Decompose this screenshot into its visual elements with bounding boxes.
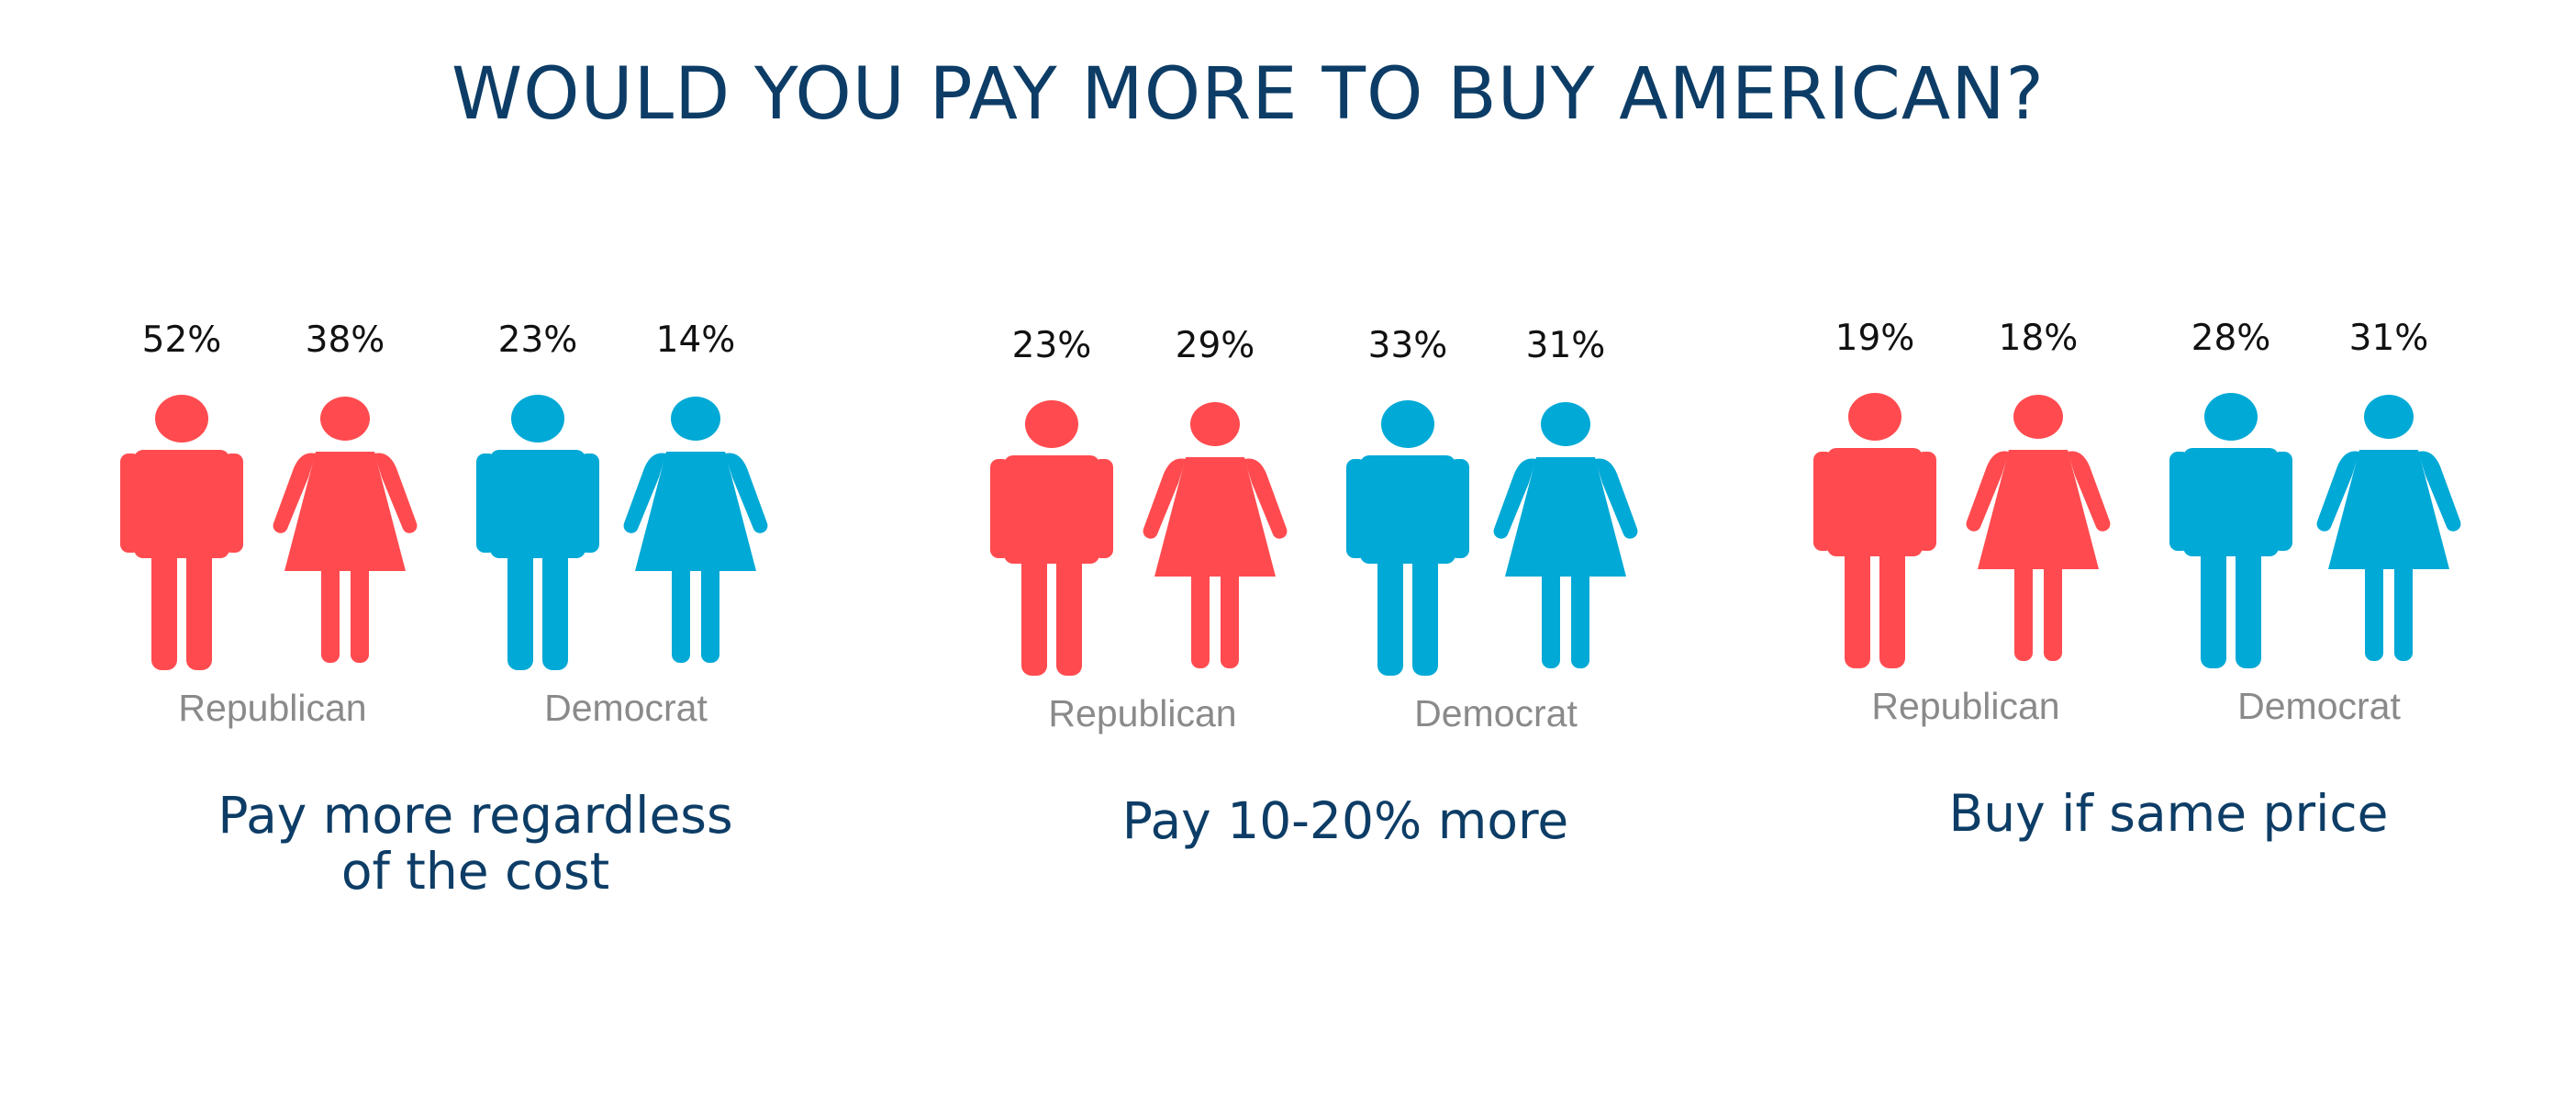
value-label: 18% — [1998, 318, 2079, 359]
woman-icon — [623, 397, 768, 663]
party-label-democrat: Democrat — [1414, 692, 1578, 734]
caption-line: Pay 10-20% more — [1121, 791, 1569, 850]
man-icon — [1346, 400, 1469, 676]
value-label: 23% — [1011, 325, 1092, 366]
value-label: 33% — [1367, 325, 1448, 366]
man-icon — [990, 400, 1113, 676]
man-icon — [2169, 393, 2292, 668]
chart-title: WOULD YOU PAY MORE TO BUY AMERICAN? — [452, 53, 2045, 136]
value-label: 28% — [2191, 318, 2271, 359]
caption-line: Buy if same price — [1948, 784, 2389, 843]
party-label-democrat: Democrat — [544, 687, 708, 729]
party-label-republican: Republican — [1871, 685, 2060, 727]
party-label-democrat: Democrat — [2237, 685, 2401, 727]
value-label: 31% — [1525, 325, 1606, 366]
value-label: 14% — [655, 319, 736, 361]
woman-icon — [1966, 395, 2111, 661]
woman-icon — [1143, 402, 1288, 668]
man-icon — [120, 395, 243, 670]
group-caption: Pay more regardless of the cost — [145, 788, 806, 900]
man-icon — [476, 395, 599, 670]
party-label-republican: Republican — [1048, 692, 1237, 734]
group-caption: Pay 10-20% more — [1015, 793, 1676, 849]
woman-icon — [2316, 395, 2461, 661]
group-caption: Buy if same price — [1838, 786, 2499, 842]
man-icon — [1813, 393, 1936, 668]
caption-line: Pay more regardless — [217, 786, 733, 845]
party-label-republican: Republican — [178, 687, 367, 729]
value-label: 19% — [1834, 318, 1915, 359]
woman-icon — [273, 397, 418, 663]
caption-line: of the cost — [340, 842, 610, 901]
value-label: 38% — [305, 319, 385, 361]
value-label: 52% — [141, 319, 222, 361]
woman-icon — [1493, 402, 1638, 668]
value-label: 23% — [497, 319, 578, 361]
value-label: 29% — [1175, 325, 1255, 366]
value-label: 31% — [2348, 318, 2429, 359]
